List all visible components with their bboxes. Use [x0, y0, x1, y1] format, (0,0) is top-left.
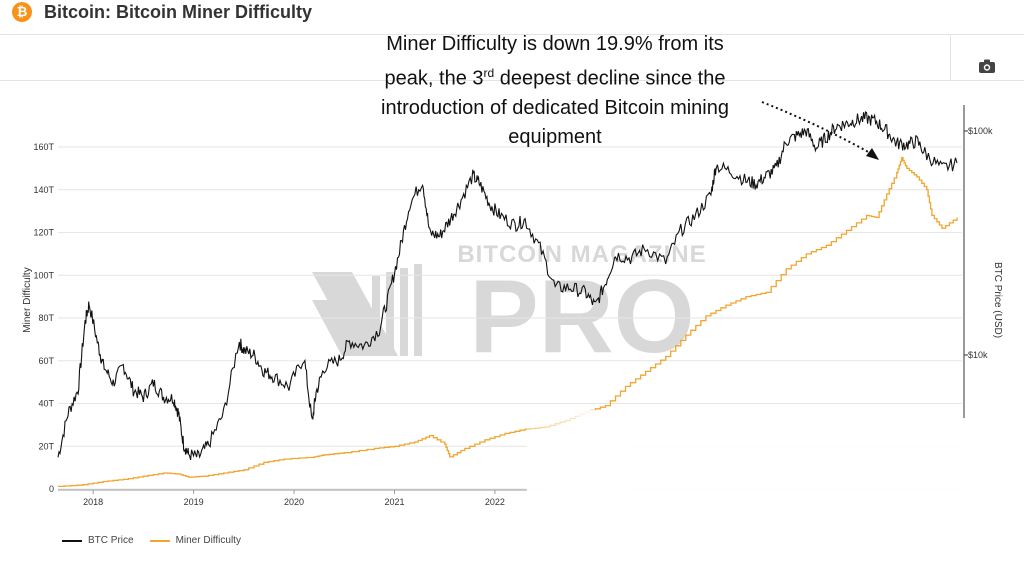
legend: BTC Price Miner Difficulty: [62, 535, 241, 546]
legend-miner-difficulty[interactable]: Miner Difficulty: [149, 535, 241, 546]
x-tick-label: 2019: [184, 497, 204, 507]
x-tick-label: 2020: [284, 497, 304, 507]
left-tick-label: 80T: [38, 313, 54, 323]
right-axis-title: BTC Price (USD): [992, 262, 1003, 338]
left-tick-label: 0: [49, 484, 54, 494]
camera-button[interactable]: [976, 55, 998, 77]
legend-difficulty-swatch: [149, 539, 170, 542]
annotation-line4: equipment: [508, 125, 602, 148]
right-axis: $10k $100k BTC Price (USD): [963, 105, 1003, 418]
legend-btc-label: BTC Price: [88, 535, 134, 546]
annotation-line2-post: deepest decline since the: [494, 67, 726, 90]
right-tick-label: $10k: [968, 350, 988, 360]
annotation-line2-pre: peak, the 3: [384, 67, 484, 90]
legend-btc-swatch: [62, 539, 82, 542]
header-divider: [0, 34, 1024, 35]
bitcoin-logo-icon: ₿: [12, 2, 32, 22]
x-tick-label: 2021: [384, 497, 404, 507]
watermark-line2: PRO: [469, 259, 694, 375]
annotation-arrow: [761, 101, 879, 160]
toolbar-divider: [0, 80, 1024, 81]
annotation-line2: peak, the 3rd deepest decline since the: [340, 59, 770, 94]
camera-icon: [979, 59, 995, 73]
left-tick-label: 40T: [38, 399, 54, 409]
right-tick-label: $100k: [968, 126, 993, 136]
legend-btc-price[interactable]: BTC Price: [62, 535, 134, 546]
watermark: BITCOIN MAGAZINE PRO: [312, 241, 706, 375]
annotation-text: Miner Difficulty is down 19.9% from its …: [340, 30, 770, 152]
left-axis-title: Miner Difficulty: [22, 267, 33, 332]
toolbar-separator: [950, 34, 951, 80]
arrow-line: [761, 101, 873, 155]
watermark-logo-icon: [312, 264, 422, 356]
x-tick-label: 2018: [83, 497, 103, 507]
watermark-line1: BITCOIN MAGAZINE: [457, 241, 706, 268]
blur-overlay: [527, 418, 1024, 578]
left-axis: 0 20T 40T 60T 80T 100T 120T 140T 160T Miner Diffi…: [22, 142, 55, 494]
arrow-head: [866, 148, 879, 160]
left-tick-label: 140T: [33, 185, 54, 195]
annotation-line2-sup: rd: [483, 66, 495, 80]
left-tick-label: 100T: [33, 270, 54, 280]
left-tick-label: 60T: [38, 356, 54, 366]
left-tick-label: 160T: [33, 142, 54, 152]
left-tick-label: 120T: [33, 228, 54, 238]
left-tick-label: 20T: [38, 441, 54, 451]
x-tick-label: 2022: [485, 497, 505, 507]
btc-price-line: [57, 111, 958, 461]
annotation-line1: Miner Difficulty is down 19.9% from its: [386, 33, 724, 55]
annotation-line3: introduction of dedicated Bitcoin mining: [381, 96, 729, 119]
title-bar: ₿ Bitcoin: Bitcoin Miner Difficulty: [0, 0, 1024, 30]
legend-difficulty-label: Miner Difficulty: [175, 535, 241, 546]
page-title: Bitcoin: Bitcoin Miner Difficulty: [44, 2, 312, 22]
